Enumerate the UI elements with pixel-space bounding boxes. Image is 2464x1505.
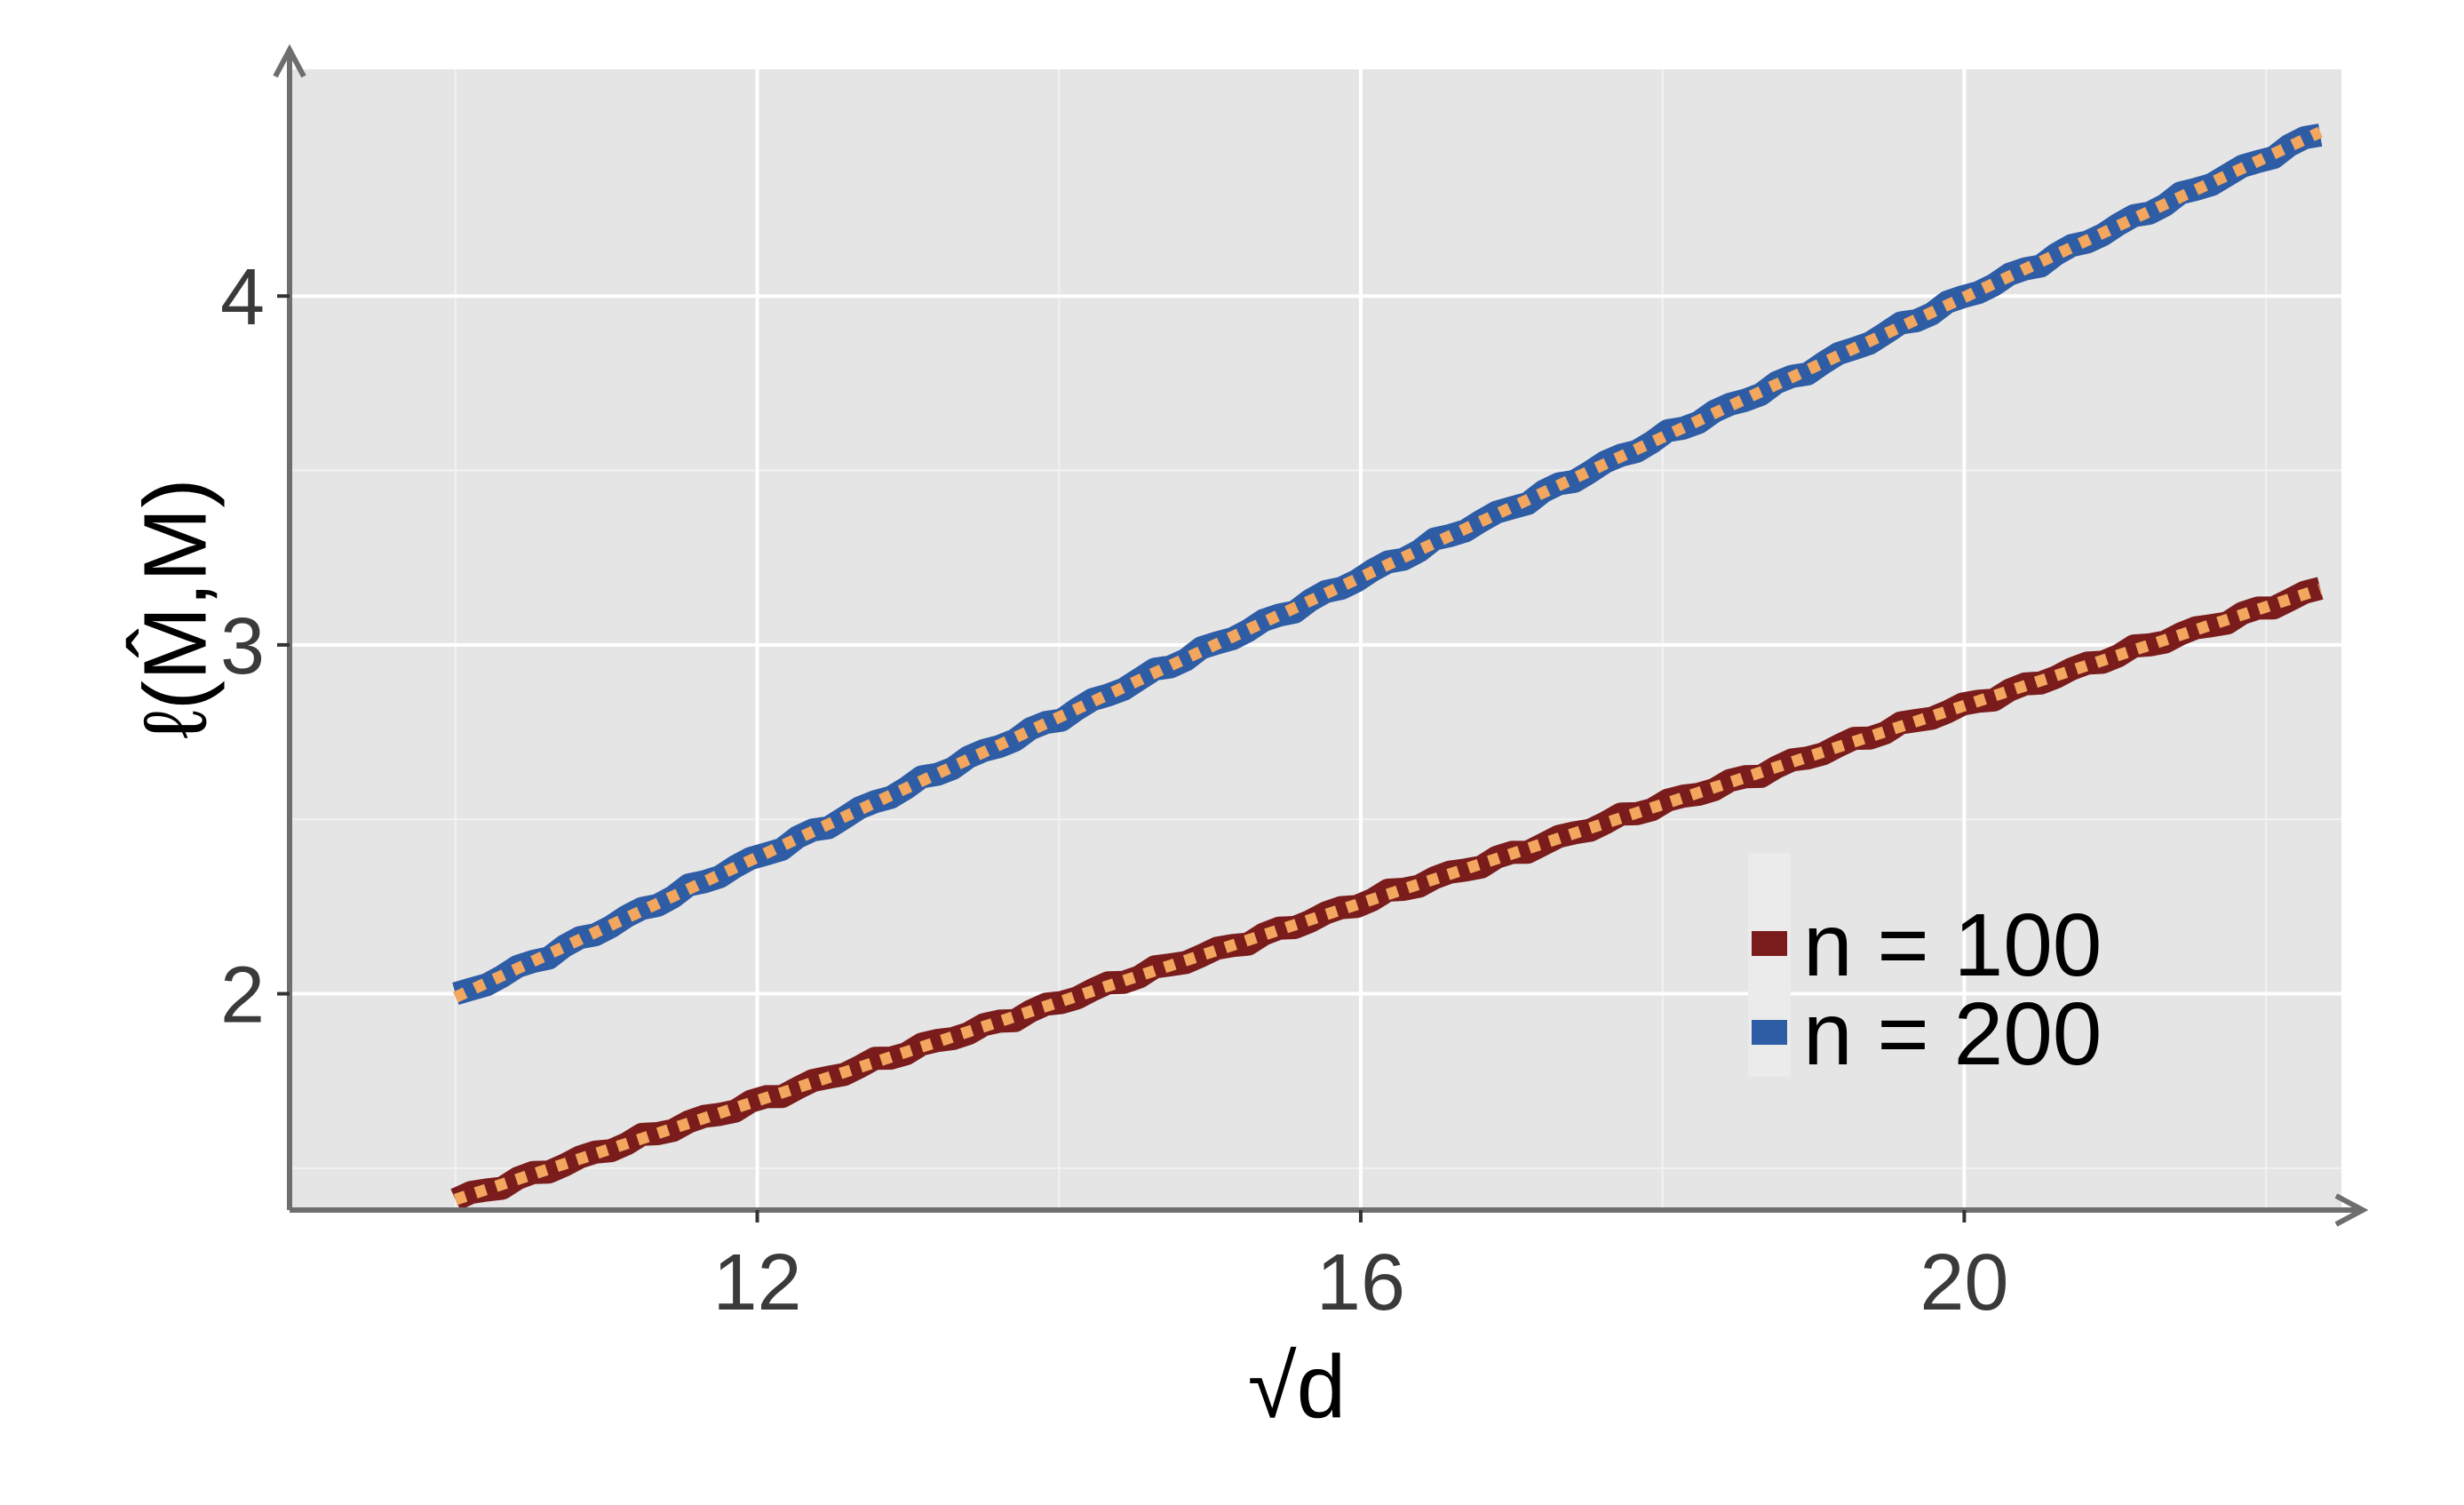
plot-panel [290,69,2341,1210]
x-tick-label: 20 [1920,1238,2008,1327]
y-axis-title-text: ℓ(M̂,M) [125,478,225,738]
y-tick-label: 4 [220,253,265,342]
x-tick-label: 12 [712,1238,801,1327]
y-tick-label: 2 [220,952,265,1040]
axes [273,44,2369,1227]
y-axis-title: ℓ(M̂,M) [125,478,225,738]
y-axis-arrow-icon [273,44,306,78]
panel-background [290,69,2341,1210]
legend-key-n100 [1752,931,1787,956]
legend-key-n200 [1752,1020,1787,1045]
overlay-dotted-line-n200 [453,126,2323,1003]
x-tick-label: 16 [1316,1238,1405,1327]
legend-label-n100: n = 100 [1803,896,2102,995]
overlay-dotted-line-n100 [453,583,2323,1206]
tick-labels: 12 16 20 2 3 4 [220,253,2008,1327]
legend-label-n200: n = 200 [1803,984,2102,1084]
x-axis-arrow-icon [2334,1193,2369,1227]
series-lines [450,123,2324,1211]
legend: n = 100 n = 200 [1748,853,2102,1084]
gridlines [290,69,2341,1210]
x-axis-title: √d [1248,1337,1347,1437]
y-tick-label: 3 [220,602,265,691]
